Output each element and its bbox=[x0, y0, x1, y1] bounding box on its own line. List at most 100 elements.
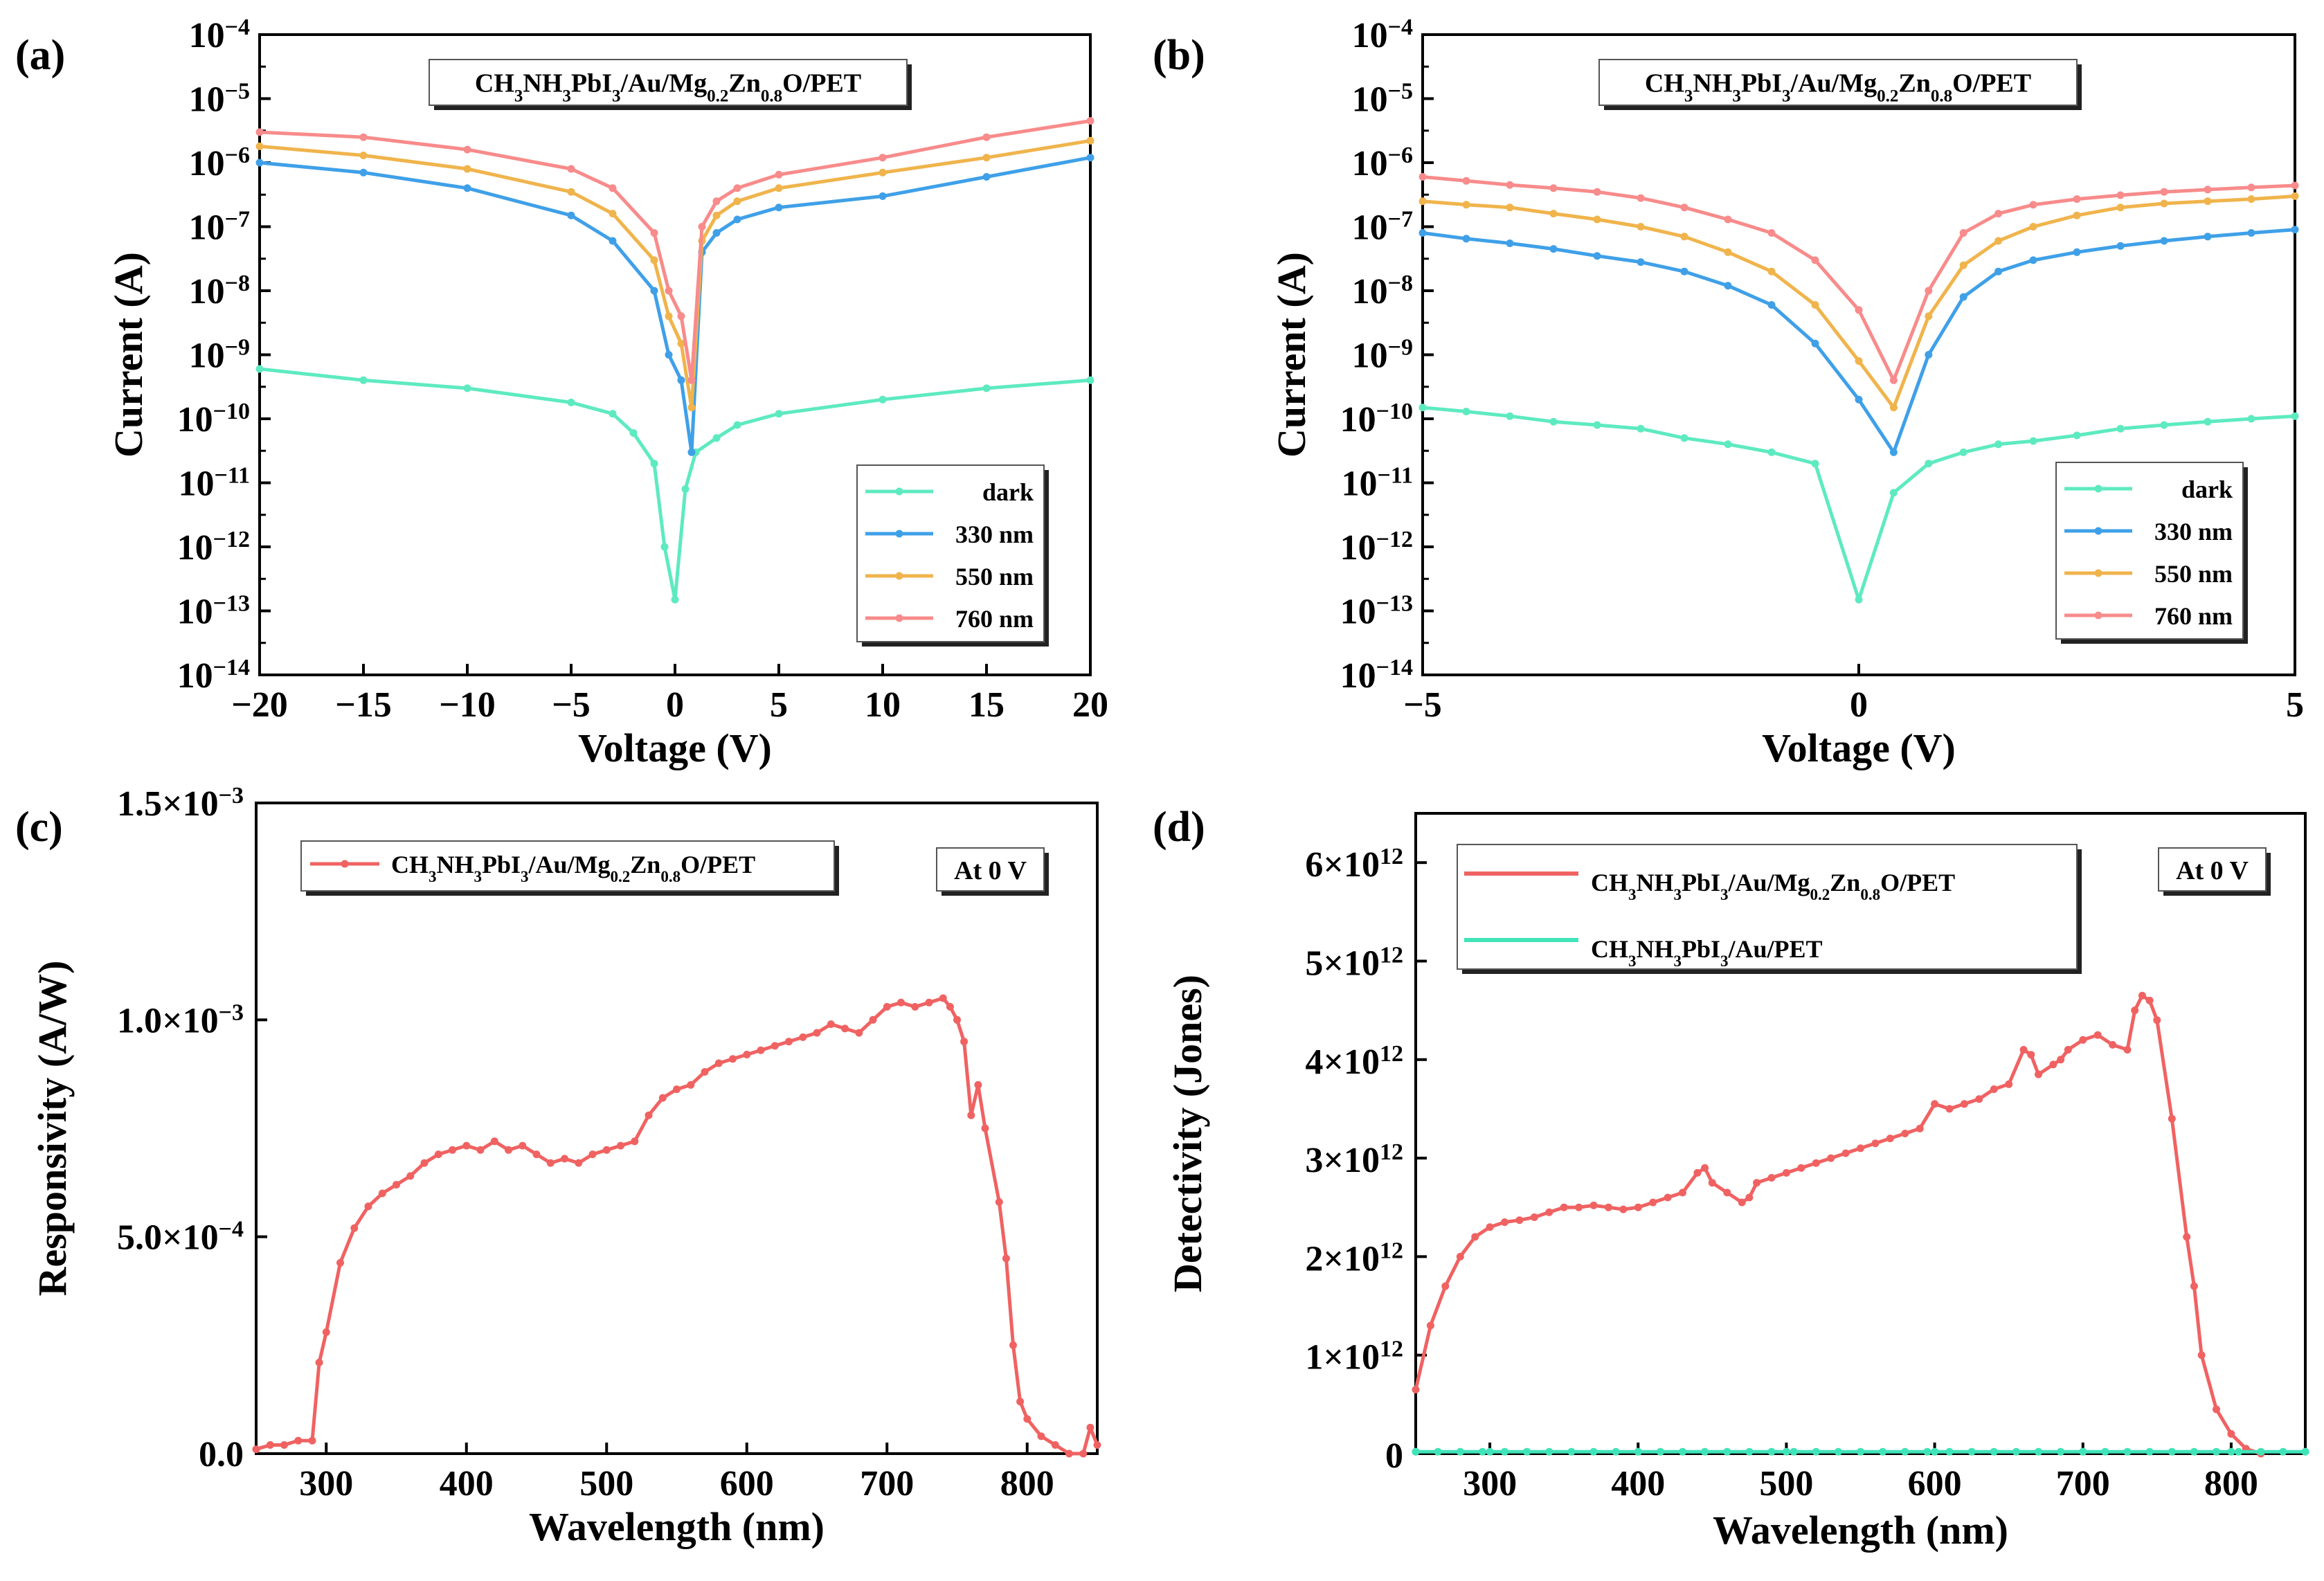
series-detectivity-mgzno-point bbox=[2190, 1282, 2198, 1290]
panel-label: (c) bbox=[15, 804, 63, 851]
legend-marker bbox=[2094, 485, 2102, 493]
series-responsivity-point bbox=[336, 1258, 344, 1267]
series-550-nm-point bbox=[775, 184, 783, 192]
series-responsivity-point bbox=[714, 1059, 723, 1067]
series-760-nm-point bbox=[1925, 287, 1933, 295]
series-550-nm-point bbox=[1811, 301, 1819, 309]
series-330-nm-point bbox=[1680, 267, 1688, 275]
series-dark-point bbox=[1811, 460, 1819, 468]
series-330-nm-point bbox=[255, 159, 264, 167]
series-dark-point bbox=[1925, 460, 1933, 468]
x-tick-label: −20 bbox=[231, 685, 288, 725]
series-detectivity-mgzno-point bbox=[1975, 1095, 1983, 1103]
series-responsivity-point bbox=[729, 1055, 737, 1063]
series-responsivity-point bbox=[490, 1137, 498, 1146]
series-responsivity-point bbox=[967, 1111, 975, 1119]
series-550-nm-point bbox=[1418, 197, 1427, 206]
series-detectivity-au-point bbox=[2190, 1447, 2198, 1456]
series-detectivity-mgzno-point bbox=[1501, 1218, 1508, 1227]
y-tick-label: 10−7 bbox=[189, 206, 250, 248]
series-detectivity-mgzno-point bbox=[1679, 1189, 1686, 1197]
series-dark-point bbox=[359, 376, 368, 384]
series-detectivity-mgzno-point bbox=[1782, 1168, 1790, 1177]
series-760-nm-point bbox=[2160, 188, 2168, 196]
series-760-nm-point bbox=[712, 197, 721, 206]
series-responsivity-point bbox=[364, 1202, 372, 1211]
series-responsivity-point bbox=[1037, 1432, 1045, 1440]
y-tick-label: 10−5 bbox=[189, 78, 250, 120]
series-detectivity-mgzno-point bbox=[2168, 1114, 2176, 1123]
series-detectivity-au-point bbox=[1931, 1447, 1939, 1456]
series-detectivity-mgzno-point bbox=[1745, 1193, 1754, 1202]
legend-marker bbox=[895, 572, 903, 580]
series-dark-point bbox=[1549, 417, 1558, 426]
series-responsivity-point bbox=[981, 1124, 989, 1132]
panel-label: (a) bbox=[15, 32, 65, 79]
series-dark-point bbox=[671, 595, 679, 604]
y-tick-label: 10−4 bbox=[1352, 15, 1413, 56]
series-detectivity-au-point bbox=[2235, 1447, 2243, 1456]
series-550-nm-point bbox=[1767, 267, 1776, 275]
device-title: CH3NH3PbI3/Au/Mg0.2Zn0.8O/PET bbox=[1645, 69, 2031, 105]
series-550-nm-point bbox=[2116, 204, 2125, 212]
panel-c: 0.0 5.0×10−4 1.0×10−3 1.5×10−3 300 400 500 600 7… bbox=[15, 783, 1101, 1549]
series-dark-point bbox=[1506, 412, 1514, 420]
series-330-nm-point bbox=[1994, 267, 2003, 275]
series-responsivity-point bbox=[1093, 1441, 1101, 1449]
series-responsivity-point bbox=[294, 1436, 303, 1445]
series-detectivity-mgzno-point bbox=[1812, 1159, 1820, 1167]
series-detectivity-mgzno-point bbox=[1990, 1085, 1998, 1093]
series-detectivity-au-point bbox=[2301, 1447, 2309, 1456]
series-responsivity-point bbox=[1086, 1423, 1095, 1431]
series-330-nm-point bbox=[1925, 351, 1933, 359]
series-responsivity-point bbox=[519, 1141, 527, 1150]
series-detectivity-mgzno-point bbox=[1901, 1130, 1909, 1137]
x-tick-label: 500 bbox=[1759, 1464, 1813, 1503]
series-detectivity-mgzno-point bbox=[1530, 1213, 1538, 1221]
series-760-nm-point bbox=[775, 170, 783, 179]
y-tick-label: 10−13 bbox=[1340, 590, 1413, 632]
series-detectivity-mgzno-point bbox=[2213, 1405, 2220, 1413]
series-detectivity-mgzno-point bbox=[2109, 1040, 2117, 1049]
series-330-nm-point bbox=[609, 237, 617, 245]
series-550-nm-point bbox=[2073, 211, 2081, 219]
x-tick-label: 15 bbox=[969, 685, 1005, 725]
series-760-nm-point bbox=[687, 376, 696, 384]
series-detectivity-mgzno-point bbox=[1560, 1203, 1568, 1211]
series-responsivity-point bbox=[462, 1141, 471, 1150]
series-550-nm-point bbox=[1724, 248, 1732, 256]
series-detectivity-au-point bbox=[1923, 1447, 1931, 1456]
series-760-nm-point bbox=[463, 145, 471, 154]
legend-label: 550 nm bbox=[955, 563, 1034, 590]
series-detectivity-mgzno-point bbox=[1545, 1208, 1553, 1216]
series-detectivity-au-point bbox=[1679, 1447, 1686, 1456]
series-detectivity-au-point bbox=[1901, 1447, 1909, 1456]
series-550-nm-point bbox=[1506, 204, 1514, 212]
series-detectivity-au-point bbox=[2145, 1447, 2154, 1456]
y-tick-label: 0 bbox=[1385, 1436, 1403, 1476]
series-330-nm-point bbox=[1724, 282, 1732, 290]
series-detectivity-au-point bbox=[1767, 1447, 1776, 1456]
series-detectivity-mgzno-point bbox=[1693, 1168, 1702, 1177]
series-dark-line bbox=[1422, 406, 2296, 602]
series-detectivity-au-point bbox=[1723, 1447, 1731, 1456]
series-760-nm-point bbox=[879, 154, 887, 162]
title-box bbox=[1598, 59, 2078, 106]
series-330-nm-point bbox=[879, 192, 887, 200]
legend-label: CH3NH3PbI3/Au/Mg0.2Zn0.8O/PET bbox=[1591, 869, 1955, 903]
y-tick-label: 10−9 bbox=[1352, 334, 1413, 376]
series-detectivity-mgzno-point bbox=[1471, 1233, 1479, 1241]
series-dark-point bbox=[733, 421, 741, 429]
y-tick-label: 4×1012 bbox=[1305, 1040, 1403, 1082]
series-responsivity-point bbox=[658, 1094, 667, 1102]
series-detectivity-au-point bbox=[1834, 1447, 1842, 1456]
series-550-nm-point bbox=[2247, 195, 2255, 204]
x-tick-label: 10 bbox=[865, 685, 901, 725]
series-responsivity-point bbox=[315, 1358, 323, 1366]
series-760-nm-point bbox=[1767, 229, 1776, 237]
series-550-nm-point bbox=[1593, 215, 1601, 224]
x-tick-label: 400 bbox=[440, 1464, 494, 1503]
series-dark-point bbox=[1959, 448, 1967, 456]
series-detectivity-mgzno-point bbox=[1708, 1179, 1716, 1187]
series-760-nm-point bbox=[1889, 376, 1898, 384]
